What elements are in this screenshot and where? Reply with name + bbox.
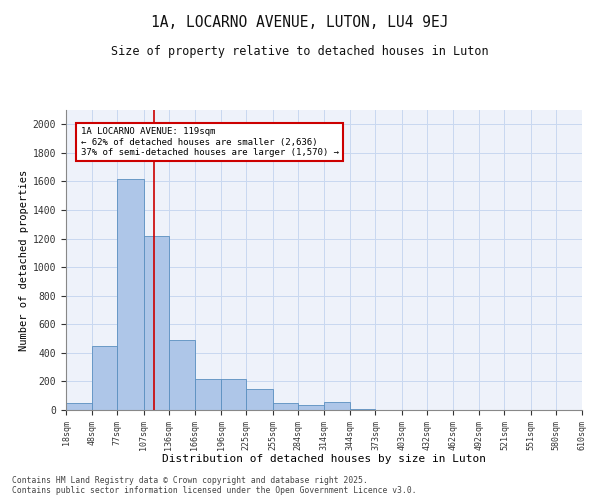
Bar <box>247 388 272 410</box>
Bar <box>66 403 92 410</box>
Bar <box>195 380 221 410</box>
Text: 1A, LOCARNO AVENUE, LUTON, LU4 9EJ: 1A, LOCARNO AVENUE, LUTON, LU4 9EJ <box>151 15 449 30</box>
Bar <box>92 346 118 410</box>
Bar <box>350 408 376 410</box>
Y-axis label: Number of detached properties: Number of detached properties <box>19 170 29 350</box>
Text: Contains HM Land Registry data © Crown copyright and database right 2025.
Contai: Contains HM Land Registry data © Crown c… <box>12 476 416 495</box>
Bar <box>221 380 247 410</box>
Bar <box>298 405 324 410</box>
Bar <box>272 403 298 410</box>
Bar <box>324 402 350 410</box>
Text: 1A LOCARNO AVENUE: 119sqm
← 62% of detached houses are smaller (2,636)
37% of se: 1A LOCARNO AVENUE: 119sqm ← 62% of detac… <box>81 127 339 157</box>
Bar <box>143 236 169 410</box>
Bar <box>118 178 143 410</box>
Text: Size of property relative to detached houses in Luton: Size of property relative to detached ho… <box>111 45 489 58</box>
X-axis label: Distribution of detached houses by size in Luton: Distribution of detached houses by size … <box>162 454 486 464</box>
Bar <box>169 340 195 410</box>
